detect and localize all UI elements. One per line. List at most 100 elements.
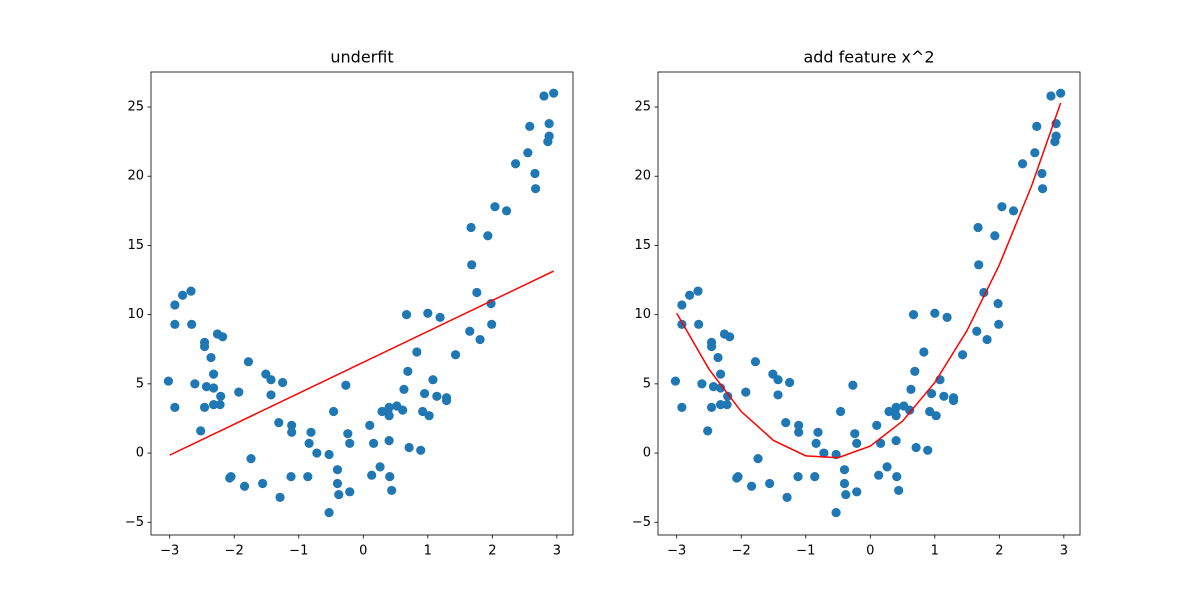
scatter-point [549, 88, 559, 98]
axes-frame [657, 71, 1081, 536]
scatter-point [852, 487, 862, 497]
x-tick-label: 0 [866, 544, 874, 559]
scatter-point [685, 290, 695, 300]
scatter-point [773, 390, 783, 400]
scatter-point [178, 290, 188, 300]
scatter-point [939, 391, 949, 401]
scatter-point [375, 462, 385, 472]
scatter-point [312, 448, 322, 458]
scatter-point [275, 492, 285, 502]
scatter-point [216, 391, 226, 401]
x-tick-label: 2 [488, 544, 496, 559]
scatter-point [905, 405, 915, 415]
x-tick-label: −3 [667, 544, 686, 559]
scatter-point [412, 347, 422, 357]
y-tick-label: −5 [632, 515, 651, 530]
scatter-point [850, 429, 860, 439]
x-tick-label: 3 [553, 544, 561, 559]
scatter-point [467, 260, 477, 270]
scatter-point [706, 402, 717, 412]
scatter-point [874, 470, 884, 480]
scatter-point [708, 382, 719, 392]
scatter-point [530, 184, 541, 194]
scatter-point [765, 478, 775, 489]
scatter-point [530, 168, 540, 179]
scatter-point [831, 507, 841, 518]
scatter-point [1008, 206, 1019, 216]
x-tick-label: −2 [732, 544, 751, 559]
scatter-point [384, 411, 394, 421]
scatter-point [693, 286, 703, 296]
scatter-point [782, 492, 792, 502]
y-tick-label: 20 [127, 169, 144, 184]
scatter-point [332, 465, 343, 475]
scatter-point [908, 310, 919, 320]
scatter-point [170, 402, 180, 412]
scatter-point [208, 369, 219, 379]
scatter-point [1017, 159, 1028, 169]
scatter-point [841, 489, 851, 500]
scatter-point [343, 429, 353, 439]
scatter-point [332, 478, 343, 489]
x-tick-label: −3 [160, 544, 179, 559]
scatter-point [906, 384, 916, 394]
scatter-point [957, 350, 968, 360]
x-tick-label: 3 [1060, 544, 1068, 559]
scatter-point [1037, 168, 1047, 179]
scatter-point [170, 300, 180, 310]
scatter-point [722, 400, 732, 410]
scatter-point [894, 485, 904, 496]
scatter-point [876, 438, 886, 448]
scatter-point [510, 159, 521, 169]
chart-title: underfit [330, 48, 393, 67]
scatter-point [831, 449, 841, 460]
scatter-point [278, 377, 288, 388]
scatter-point [982, 334, 992, 345]
scatter-point [1046, 91, 1056, 101]
x-tick-label: −1 [289, 544, 308, 559]
axes-frame [150, 71, 574, 536]
x-tick-label: −1 [796, 544, 815, 559]
scatter-point [725, 332, 735, 342]
scatter-point [525, 121, 535, 131]
scatter-point [329, 406, 339, 417]
scatter-point [793, 471, 803, 482]
scatter-point [341, 380, 351, 390]
scatter-point [810, 471, 820, 482]
scatter-point [286, 471, 296, 482]
scatter-point [490, 202, 500, 212]
y-tick-label: 10 [127, 307, 144, 322]
scatter-point [243, 357, 254, 367]
scatter-point [190, 379, 200, 389]
scatter-point [993, 298, 1003, 309]
scatter-point [910, 366, 920, 376]
scatter-point [501, 206, 512, 216]
scatter-point [334, 489, 344, 500]
scatter-point [432, 391, 442, 401]
scatter-point [543, 137, 553, 147]
scatter-point [713, 352, 723, 363]
scatter-point [1050, 137, 1060, 147]
scatter-point [404, 442, 414, 453]
scatter-point [670, 376, 681, 386]
scatter-point [773, 375, 783, 385]
scatter-point [948, 395, 959, 406]
y-tick-label: 10 [634, 307, 651, 322]
x-tick-label: 1 [931, 544, 939, 559]
scatter-point [753, 453, 763, 464]
scatter-point [973, 222, 983, 233]
scatter-point [872, 420, 882, 430]
scatter-point [994, 319, 1004, 329]
scatter-point [1032, 121, 1042, 131]
scatter-point [441, 395, 452, 406]
scatter-point [163, 376, 174, 386]
scatter-point [416, 445, 426, 455]
y-tick-label: 15 [634, 238, 651, 253]
scatter-point [819, 448, 829, 458]
scatter-point [287, 420, 297, 430]
scatter-point [813, 427, 823, 437]
scatter-point [266, 375, 276, 385]
x-tick-label: 2 [995, 544, 1003, 559]
scatter-point [972, 326, 982, 336]
